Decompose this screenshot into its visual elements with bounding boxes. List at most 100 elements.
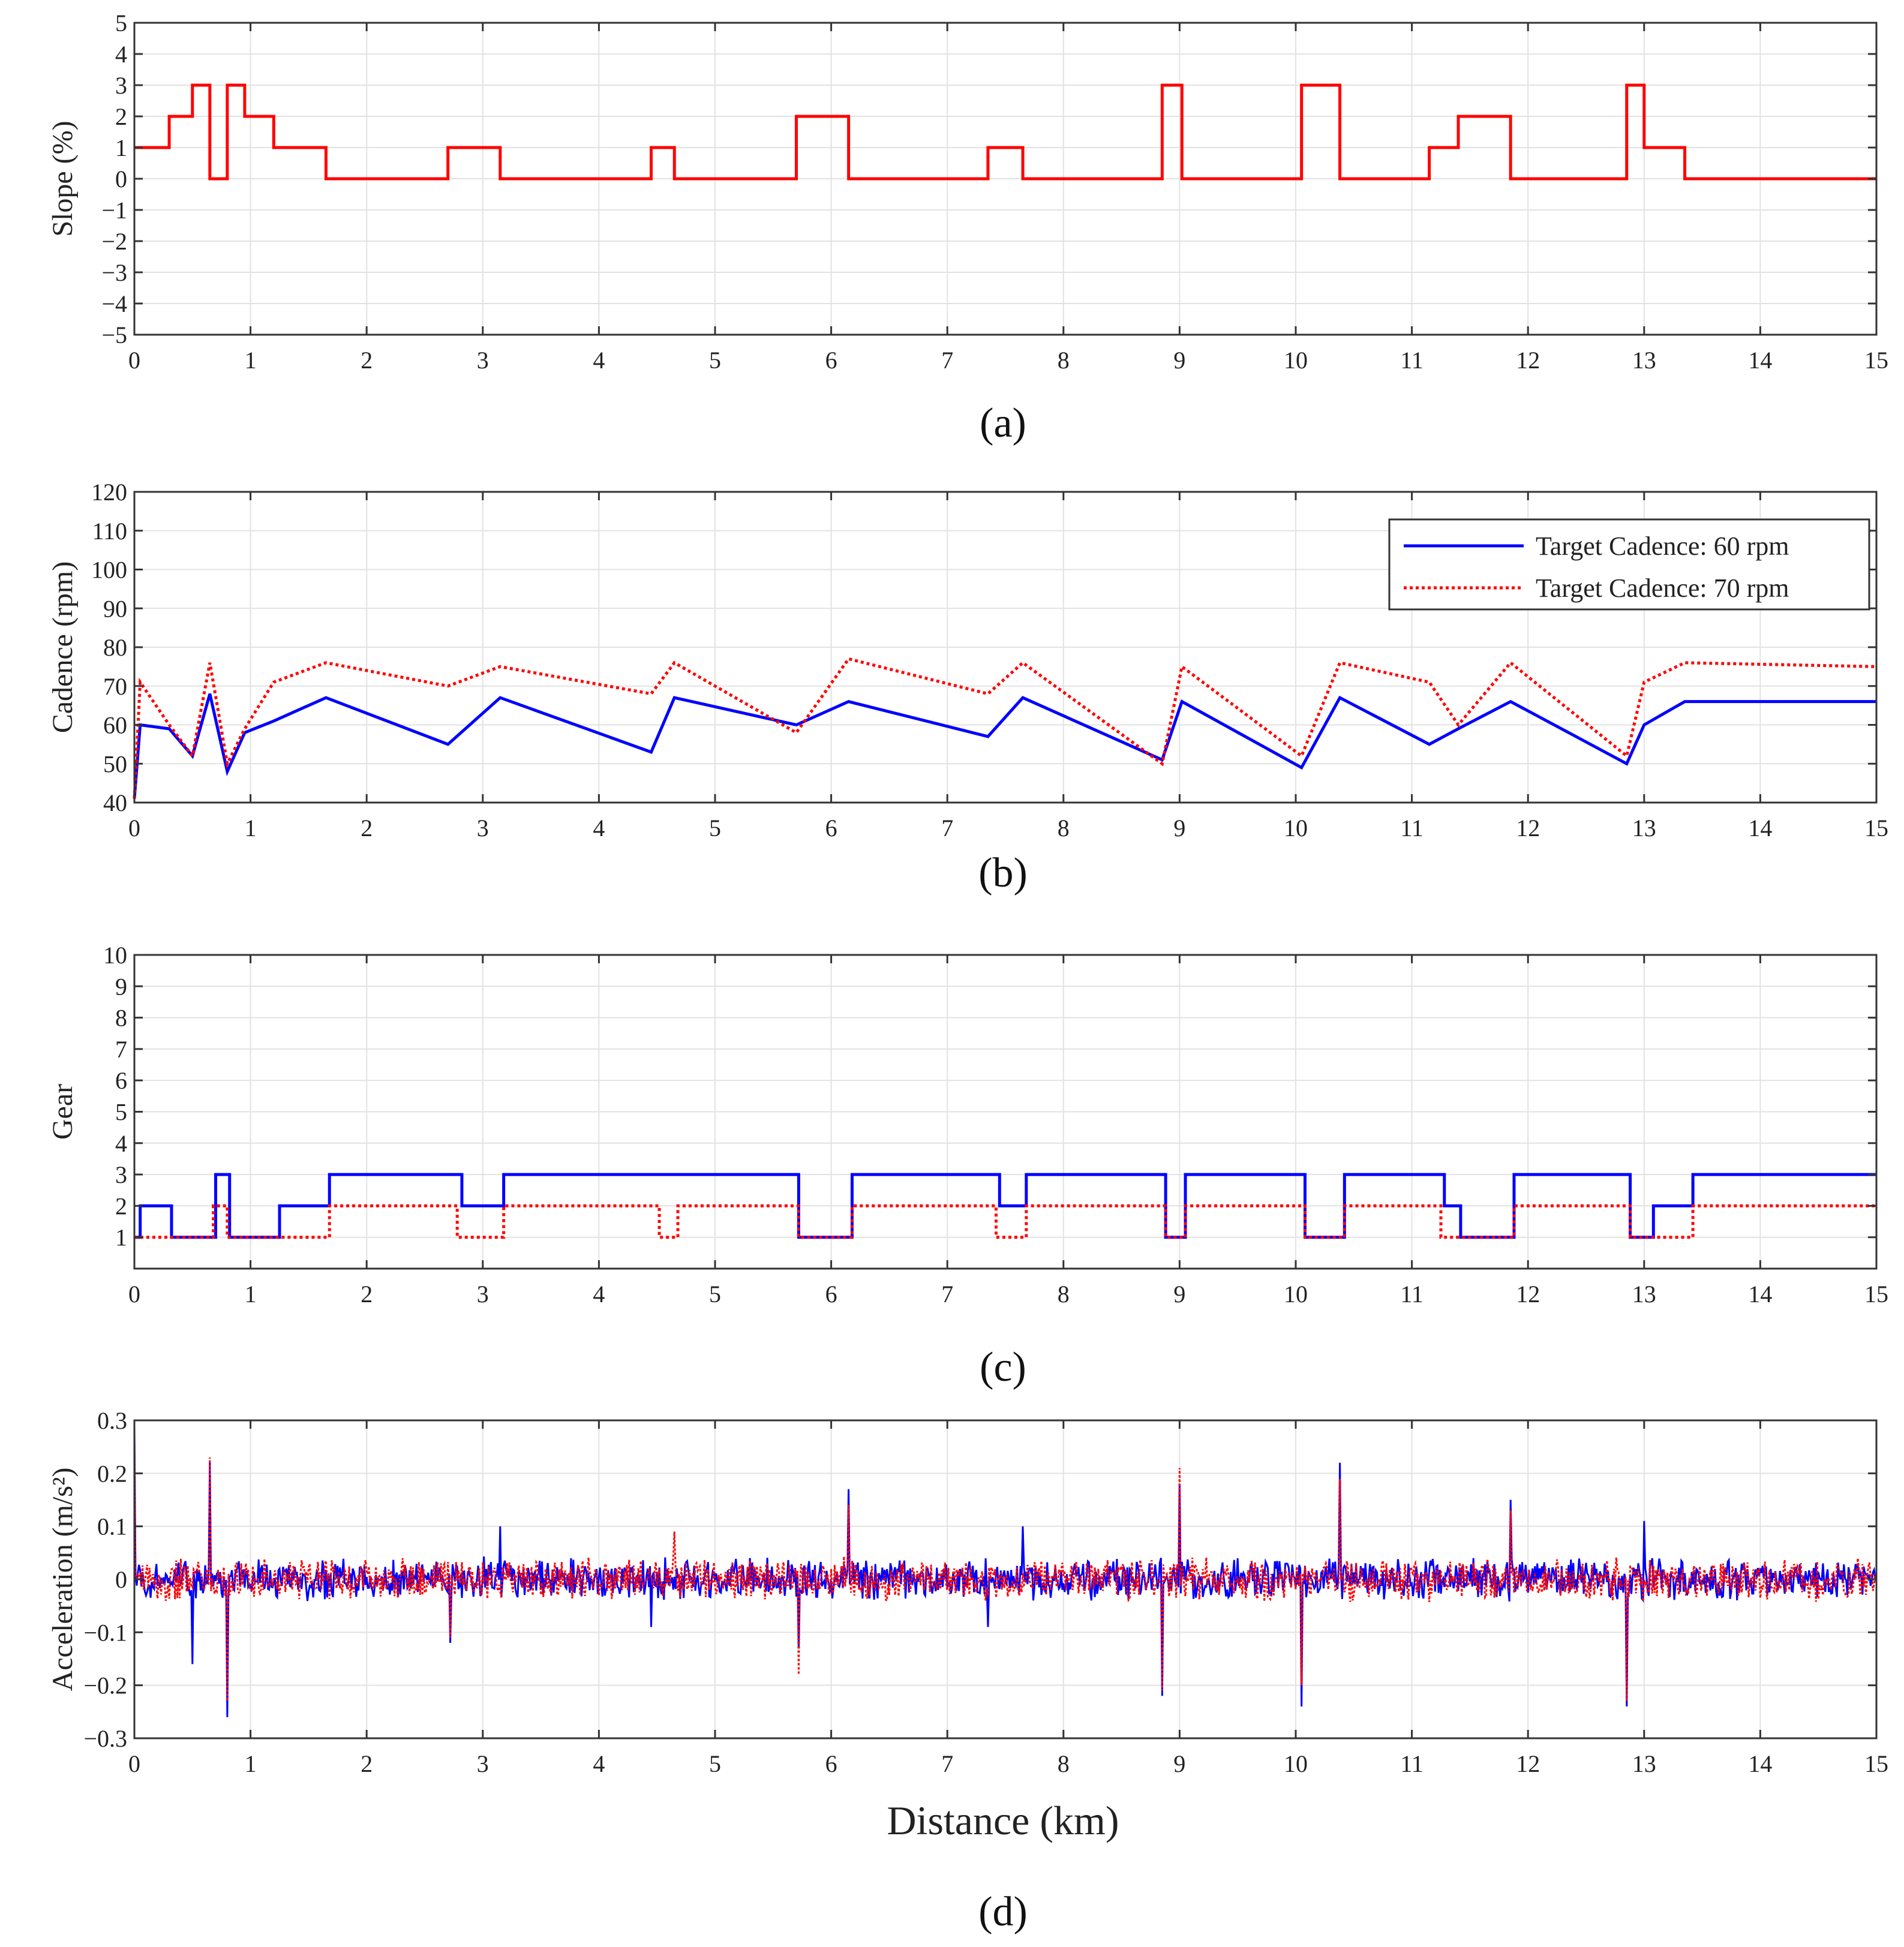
y-tick-label: 120 <box>91 479 127 506</box>
y-tick-label: 5 <box>115 1099 127 1126</box>
series-line-2 <box>134 1204 1876 1239</box>
x-tick-label: 14 <box>1748 347 1772 374</box>
x-axis-title: Distance (km) <box>887 1798 1119 1843</box>
x-tick-label: 15 <box>1864 347 1888 374</box>
x-tick-label: 2 <box>361 1281 373 1308</box>
y-tick-label: 100 <box>91 557 127 584</box>
x-tick-label: 0 <box>128 1750 140 1777</box>
x-tick-label: 13 <box>1632 1750 1656 1777</box>
x-tick-label: 0 <box>128 347 140 374</box>
y-tick-label: 10 <box>103 942 127 969</box>
series-line-1 <box>134 1173 1876 1239</box>
y-tick-label: 110 <box>92 518 127 545</box>
x-tick-label: 12 <box>1516 347 1540 374</box>
y-tick-label: 7 <box>115 1036 127 1063</box>
x-tick-label: 8 <box>1058 347 1070 374</box>
y-tick-label: 90 <box>103 595 127 622</box>
x-tick-label: 14 <box>1748 1281 1772 1308</box>
x-tick-label: 6 <box>825 1750 837 1777</box>
x-tick-label: 2 <box>361 347 373 374</box>
panel-label: (a) <box>980 400 1026 446</box>
x-tick-label: 3 <box>477 347 489 374</box>
y-tick-label: −0.1 <box>83 1619 127 1646</box>
y-tick-label: 0.2 <box>97 1460 127 1487</box>
x-tick-label: 1 <box>245 347 257 374</box>
x-tick-label: 7 <box>941 1281 953 1308</box>
y-axis-label: Cadence (rpm) <box>47 561 79 734</box>
y-axis-label: Slope (%) <box>47 121 79 236</box>
y-tick-label: 2 <box>115 1192 127 1219</box>
y-tick-label: −0.3 <box>83 1725 127 1752</box>
y-tick-label: −2 <box>101 228 127 255</box>
y-tick-label: −0.2 <box>83 1672 127 1699</box>
x-tick-label: 9 <box>1173 347 1185 374</box>
panel-label: (c) <box>980 1344 1026 1390</box>
x-tick-label: 13 <box>1632 347 1656 374</box>
y-tick-label: 4 <box>115 1130 127 1157</box>
x-tick-label: 3 <box>477 1281 489 1308</box>
x-tick-label: 7 <box>941 347 953 374</box>
series-line-1 <box>134 83 1876 181</box>
x-tick-label: 2 <box>361 815 373 842</box>
y-tick-label: 6 <box>115 1067 127 1094</box>
x-tick-label: 7 <box>941 815 953 842</box>
x-tick-label: 15 <box>1864 1750 1888 1777</box>
x-tick-label: 10 <box>1284 815 1308 842</box>
x-tick-label: 7 <box>941 1750 953 1777</box>
y-tick-label: 2 <box>115 103 127 130</box>
y-tick-label: 1 <box>115 134 127 161</box>
x-tick-label: 12 <box>1516 1750 1540 1777</box>
y-tick-label: −5 <box>101 322 127 348</box>
panel-label: (b) <box>978 850 1028 896</box>
x-tick-label: 10 <box>1284 1281 1308 1308</box>
chart-panel-2: 0 1 2 3 4 5 6 7 8 9 10 11 12 13 14 15405060708090100110… <box>47 479 1888 896</box>
x-tick-label: 11 <box>1400 815 1424 842</box>
x-tick-label: 2 <box>361 1750 373 1777</box>
x-tick-label: 4 <box>593 1281 605 1308</box>
x-tick-label: 4 <box>593 815 605 842</box>
x-tick-label: 1 <box>245 1750 257 1777</box>
series-line-2 <box>133 1436 1878 1702</box>
x-tick-label: 0 <box>128 1281 140 1308</box>
x-tick-label: 15 <box>1864 815 1888 842</box>
y-axis-label: Acceleration (m/s²) <box>47 1468 79 1691</box>
y-tick-label: 70 <box>103 673 127 700</box>
x-tick-label: 4 <box>593 1750 605 1777</box>
chart-panel-4: 0 1 2 3 4 5 6 7 8 9 10 11 12 13 14 15−0.3−0.2−0.100.10.… <box>47 1407 1888 1935</box>
x-tick-label: 9 <box>1173 815 1185 842</box>
x-tick-label: 6 <box>825 1281 837 1308</box>
x-tick-label: 14 <box>1748 815 1772 842</box>
x-tick-label: 3 <box>477 815 489 842</box>
x-tick-label: 9 <box>1173 1750 1185 1777</box>
y-tick-label: 9 <box>115 973 127 1000</box>
x-tick-label: 6 <box>825 815 837 842</box>
x-tick-label: 13 <box>1632 1281 1656 1308</box>
x-tick-label: 1 <box>245 1281 257 1308</box>
x-tick-label: 14 <box>1748 1750 1772 1777</box>
y-tick-label: −1 <box>101 197 127 224</box>
x-tick-label: 10 <box>1284 1750 1308 1777</box>
x-tick-label: 12 <box>1516 1281 1540 1308</box>
x-tick-label: 13 <box>1632 815 1656 842</box>
panel-label: (d) <box>978 1889 1028 1935</box>
x-tick-label: 8 <box>1058 1281 1070 1308</box>
x-tick-label: 5 <box>709 1750 721 1777</box>
x-tick-label: 11 <box>1400 1750 1424 1777</box>
legend-entry: Target Cadence: 70 rpm <box>1536 573 1789 603</box>
x-tick-label: 8 <box>1058 1750 1070 1777</box>
y-tick-label: 50 <box>103 750 127 777</box>
y-tick-label: 1 <box>115 1224 127 1251</box>
y-tick-label: 3 <box>115 1161 127 1188</box>
x-tick-label: 10 <box>1284 347 1308 374</box>
y-tick-label: 0 <box>115 1566 127 1593</box>
x-tick-label: 11 <box>1400 347 1424 374</box>
y-tick-label: −4 <box>101 290 127 317</box>
x-tick-label: 5 <box>709 1281 721 1308</box>
y-tick-label: 8 <box>115 1005 127 1032</box>
x-tick-label: 12 <box>1516 815 1540 842</box>
y-tick-label: 5 <box>115 10 127 37</box>
x-tick-label: 0 <box>128 815 140 842</box>
x-tick-label: 5 <box>709 815 721 842</box>
